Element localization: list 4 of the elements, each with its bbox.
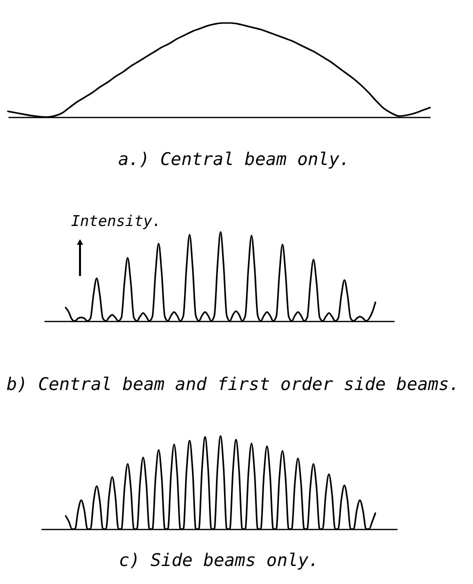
- y-axis-title: Intensity.: [71, 212, 162, 230]
- text: c) Side beams only.: [118, 550, 320, 571]
- text: a.) Central beam only.: [118, 150, 350, 170]
- text: b) Central beam and first order side beams.: [6, 374, 460, 395]
